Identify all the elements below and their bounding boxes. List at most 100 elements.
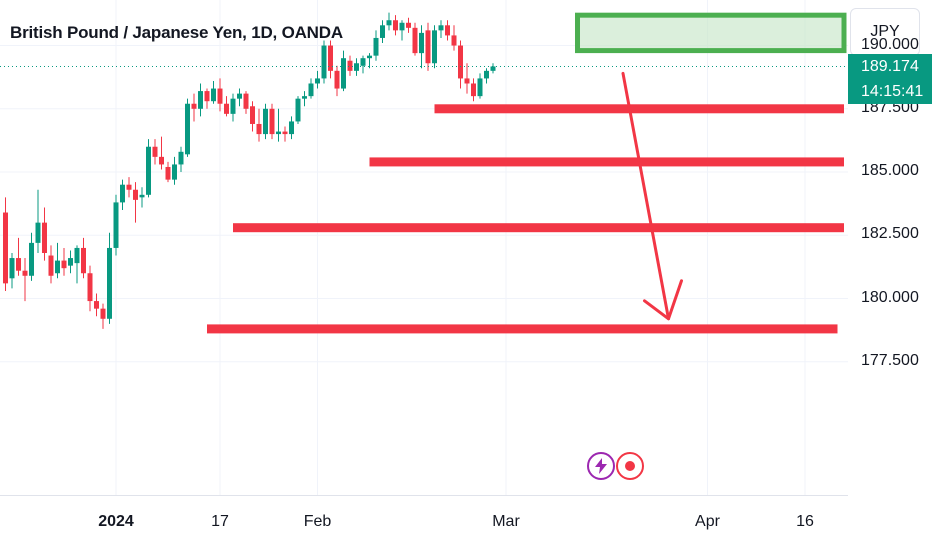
candle-body [250, 106, 255, 124]
candle-body [341, 58, 346, 89]
candle-body [367, 55, 372, 59]
candles [3, 12, 496, 329]
support-level-line [434, 104, 844, 114]
candle-body [425, 30, 431, 64]
candle-body [178, 151, 184, 165]
price-tick-label: 190.000 [861, 35, 919, 53]
candle-body [269, 108, 275, 135]
last-price-label: 189.174 [848, 54, 932, 80]
price-tick-label: 180.000 [861, 288, 919, 306]
candle-body [360, 58, 366, 66]
candle-body [354, 63, 359, 71]
candle-body [94, 301, 99, 309]
lightning-event-icon[interactable] [587, 452, 615, 480]
resistance-zone-box [575, 12, 847, 54]
candle-body [347, 60, 353, 71]
projection-arrow [621, 71, 683, 321]
candle-body [334, 70, 340, 89]
support-level-line [207, 324, 838, 334]
candle-body [204, 91, 210, 102]
candle-body [29, 242, 34, 276]
candle-body [445, 25, 450, 36]
time-tick-label: Mar [492, 513, 520, 530]
time-tick-label: 16 [796, 513, 814, 530]
candle-body [3, 212, 8, 284]
candle-body [120, 184, 125, 203]
candle-body [282, 131, 288, 135]
time-tick-label: 2024 [98, 513, 134, 530]
candle-body [256, 123, 262, 135]
candle-body [237, 93, 242, 99]
candle-body [230, 98, 236, 114]
support-level-line [233, 223, 844, 233]
time-tick-label: 17 [211, 513, 229, 530]
candle-body [107, 247, 112, 319]
candle-body [315, 78, 320, 84]
candle-body [373, 37, 379, 56]
candle-body [308, 83, 314, 97]
candle-body [61, 260, 67, 269]
arrow-shaft [621, 71, 670, 321]
price-tick-label: 182.500 [861, 225, 919, 243]
candle-body [152, 146, 158, 157]
candle-body [87, 273, 93, 302]
candle-body [9, 258, 15, 279]
candle-body [224, 103, 229, 114]
candle-body [464, 78, 470, 84]
candle-body [243, 93, 249, 109]
candle-body [48, 255, 54, 276]
time-tick-label: Apr [695, 513, 720, 530]
candle-body [16, 258, 21, 271]
candle-body [81, 247, 86, 274]
candle-body [211, 88, 216, 102]
candle-body [471, 83, 476, 97]
candle-body [477, 78, 483, 97]
candle-body [406, 22, 411, 28]
candle-body [484, 70, 489, 79]
candle-body [113, 202, 119, 248]
currency-button[interactable]: JPY [850, 8, 920, 56]
candle-body [393, 20, 398, 31]
candle-body [126, 184, 132, 190]
candle-body [22, 270, 28, 276]
candle-body [263, 108, 268, 135]
chart-grid [0, 0, 848, 496]
candle-body [146, 146, 151, 195]
chart-title: British Pound / Japanese Yen, 1D, OANDA [10, 23, 343, 42]
resistance-zone [575, 12, 847, 54]
candle-body [159, 156, 164, 165]
candle-body [302, 96, 307, 99]
time-tick-label: Feb [303, 513, 332, 530]
candle-body [490, 66, 496, 71]
arrow-head [643, 279, 683, 321]
candle-body [100, 308, 106, 319]
support-levels [207, 104, 844, 334]
candle-body [185, 103, 190, 155]
candle-body [198, 91, 203, 109]
price-tick-label: 185.000 [861, 162, 919, 180]
candle-body [295, 98, 301, 122]
candle-body [191, 103, 197, 109]
candle-body [165, 166, 171, 180]
price-tick-label: 177.500 [861, 351, 919, 369]
candle-body [289, 121, 294, 135]
candle-body [68, 258, 73, 266]
candle-body [432, 30, 437, 64]
candle-body [438, 25, 444, 31]
support-level-line [369, 157, 844, 167]
candle-body [133, 189, 138, 200]
candle-body [276, 131, 281, 135]
candle-body [139, 194, 145, 198]
candle-body [74, 247, 80, 264]
candle-body [35, 222, 41, 243]
candle-body [399, 22, 405, 31]
candle-body [172, 164, 177, 180]
record-event-icon[interactable] [616, 452, 644, 480]
candle-body [328, 45, 333, 71]
candle-body [42, 222, 47, 253]
bar-countdown-label: 14:15:41 [848, 79, 932, 105]
candle-body [217, 88, 223, 104]
candle-body [419, 32, 424, 54]
candle-body [451, 35, 457, 46]
